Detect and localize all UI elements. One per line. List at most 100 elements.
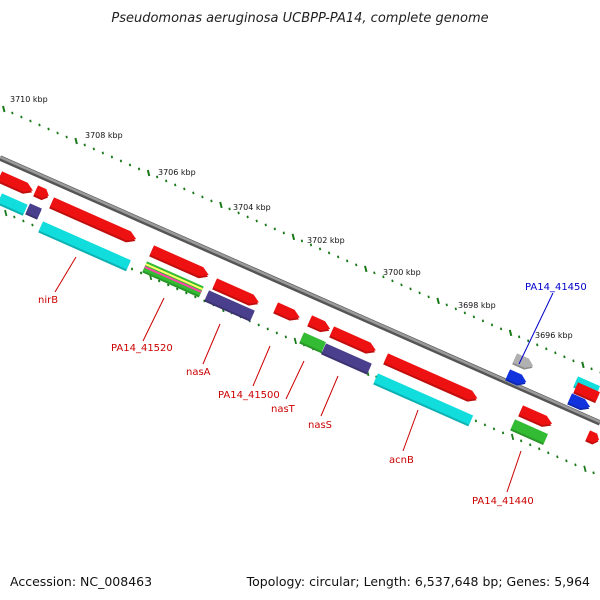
scale-tick (29, 119, 32, 123)
tick-label: 3704 kbp (233, 203, 271, 212)
scale-tick (92, 147, 95, 151)
scale-tick (508, 329, 513, 337)
scale-tick (237, 211, 240, 215)
scale-tick (336, 255, 340, 259)
scale-tick (517, 335, 521, 339)
scale-tick (246, 215, 249, 219)
scale-tick (474, 419, 478, 423)
gene-feature[interactable] (512, 353, 535, 372)
gene-label-nirB[interactable]: nirB (38, 295, 58, 306)
gene-feature-nasS[interactable] (321, 343, 372, 375)
label-leader-line (402, 409, 419, 452)
label-leader-line (54, 256, 77, 293)
gene-label-PA14_41520[interactable]: PA14_41520 (111, 343, 173, 354)
scale-tick (275, 331, 278, 335)
scale-tick (490, 323, 494, 327)
scale-tick (174, 183, 177, 187)
scale-tick (273, 227, 276, 231)
gene-feature[interactable] (567, 393, 592, 413)
scale-tick (538, 447, 541, 451)
gene-label-acnB[interactable]: acnB (389, 455, 414, 466)
label-leader-line (285, 360, 305, 400)
scale-tick (492, 427, 496, 431)
gene-feature[interactable] (329, 326, 378, 356)
gene-labels: nirB PA14_41520 nasA PA14_41500 nasT nas… (38, 282, 587, 507)
scale-tick (445, 303, 448, 307)
scale-tick (255, 219, 258, 223)
scale-tick (266, 327, 269, 331)
gene-feature[interactable] (33, 185, 51, 202)
scale-tick (130, 267, 134, 271)
scale-tick (364, 265, 368, 273)
scale-tick (284, 335, 288, 339)
scale-tick (409, 287, 412, 291)
scale-tick (472, 315, 476, 319)
scale-tick (382, 275, 385, 279)
scale-tick (167, 283, 170, 287)
gene-feature-nasA[interactable] (204, 290, 255, 322)
gene-feature-nirB[interactable] (49, 197, 138, 245)
gene-feature-PA14_41440[interactable] (510, 419, 548, 445)
scale-tick (155, 175, 159, 179)
scale-tick (38, 123, 41, 127)
scale-tick (501, 431, 505, 435)
scale-tick (565, 459, 568, 463)
gene-feature[interactable] (518, 405, 554, 430)
gene-feature-PA14_41520[interactable] (142, 261, 204, 298)
scale-tick (282, 231, 286, 235)
scale-tick (545, 347, 548, 351)
scale-tick (536, 343, 539, 347)
gene-label-PA14_41500[interactable]: PA14_41500 (218, 390, 280, 401)
gene-feature[interactable] (212, 278, 261, 308)
gene-label-PA14_41450[interactable]: PA14_41450 (525, 282, 587, 293)
scale-tick (11, 111, 14, 115)
scale-tick (572, 359, 575, 363)
gene-feature[interactable] (573, 382, 600, 404)
scale-tick (264, 223, 267, 227)
label-leader-line (320, 375, 339, 417)
scale-tick (4, 209, 8, 217)
scale-tick (355, 263, 358, 267)
scale-tick (65, 135, 68, 139)
scale-tick (418, 291, 421, 295)
gene-feature-PA14_41500[interactable] (273, 302, 302, 323)
scale-tick (300, 239, 304, 243)
scale-tick (139, 271, 143, 275)
scale-tick (101, 151, 105, 155)
gene-label-nasS[interactable]: nasS (308, 420, 332, 431)
scale-tick (554, 351, 557, 355)
gene-label-nasT[interactable]: nasT (271, 404, 296, 415)
scale-tick (194, 295, 197, 299)
scale-tick (192, 191, 195, 195)
scale-tick (110, 155, 114, 159)
scale-tick (47, 127, 50, 131)
tick-label: 3696 kbp (535, 331, 573, 340)
gene-feature-acnB[interactable] (383, 353, 479, 404)
gene-feature[interactable] (0, 171, 35, 197)
label-leader-line (506, 450, 522, 493)
gene-feature[interactable] (25, 203, 42, 220)
tick-label: 3698 kbp (458, 301, 496, 310)
gene-label-PA14_41440[interactable]: PA14_41440 (472, 496, 534, 507)
gene-feature[interactable] (307, 315, 332, 335)
label-leader-line (518, 292, 554, 365)
gene-feature-nirB[interactable] (38, 221, 131, 272)
gene-feature-PA14_41450[interactable] (505, 369, 528, 388)
scale-tick (454, 307, 457, 311)
scale-tick (137, 167, 141, 171)
scale-tick (219, 201, 223, 209)
gene-feature[interactable] (0, 193, 28, 216)
label-leader-line (252, 345, 271, 387)
accession-text: Accession: NC_008463 (10, 574, 152, 589)
scale-tick (463, 311, 467, 315)
scale-tick (165, 179, 168, 183)
gene-label-nasA[interactable]: nasA (186, 367, 211, 378)
gene-feature[interactable] (585, 430, 600, 446)
gene-feature[interactable] (149, 245, 211, 281)
tick-label: 3706 kbp (158, 168, 196, 177)
scale-tick (185, 291, 188, 295)
gene-feature-acnB[interactable] (373, 373, 474, 427)
scale-tick (146, 169, 151, 177)
gene-feature-nasT[interactable] (299, 332, 326, 354)
